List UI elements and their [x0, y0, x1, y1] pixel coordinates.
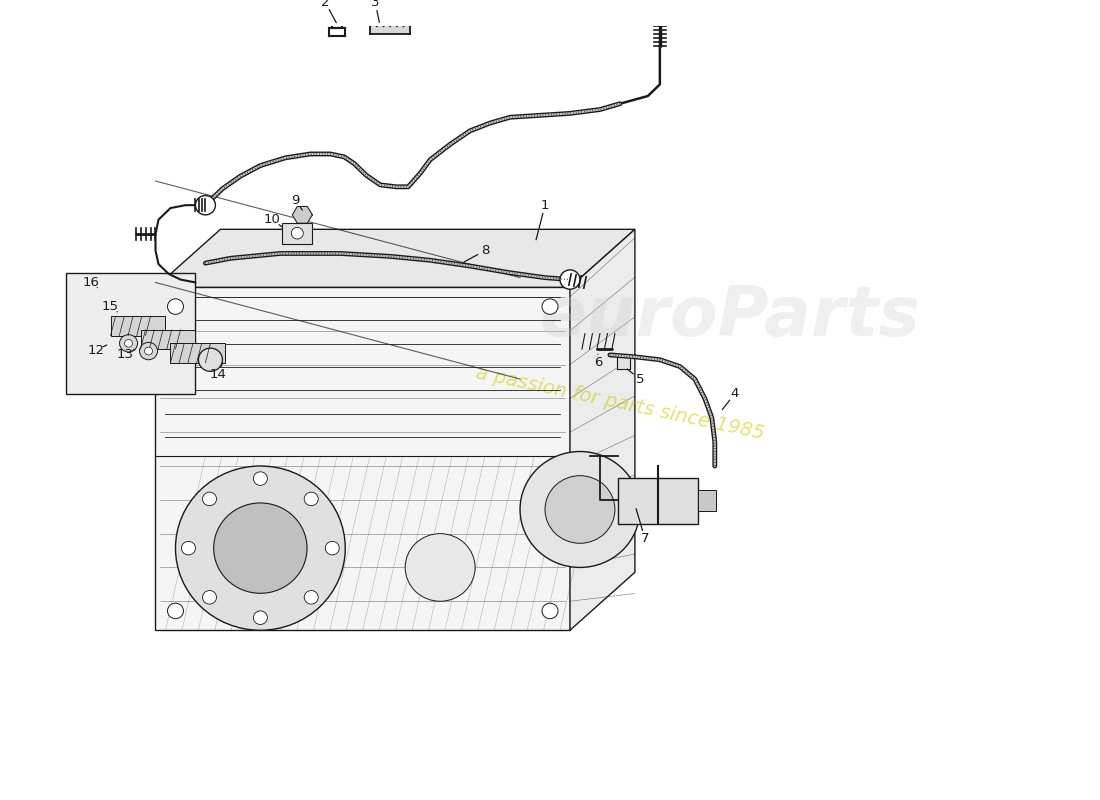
Text: 6: 6 — [594, 356, 602, 369]
Circle shape — [213, 503, 307, 594]
Circle shape — [120, 334, 138, 352]
Circle shape — [560, 270, 580, 290]
Bar — [111, 316, 165, 335]
Polygon shape — [371, 17, 410, 34]
Circle shape — [182, 542, 196, 555]
Bar — [618, 478, 697, 524]
Circle shape — [326, 542, 339, 555]
Text: euroParts: euroParts — [539, 282, 921, 350]
Text: 7: 7 — [640, 532, 649, 545]
Circle shape — [405, 534, 475, 602]
Text: 5: 5 — [636, 373, 645, 386]
Text: 10: 10 — [264, 213, 280, 226]
Text: 2: 2 — [321, 0, 330, 9]
Circle shape — [140, 342, 157, 360]
Text: 4: 4 — [730, 387, 739, 400]
Circle shape — [124, 339, 132, 347]
Circle shape — [544, 476, 615, 543]
Text: 1: 1 — [541, 198, 549, 212]
Circle shape — [196, 195, 216, 215]
Circle shape — [198, 348, 222, 371]
Polygon shape — [66, 273, 196, 394]
Text: 14: 14 — [210, 368, 227, 381]
Circle shape — [305, 492, 318, 506]
Circle shape — [253, 472, 267, 486]
Bar — [141, 330, 196, 349]
Bar — [170, 343, 226, 362]
Bar — [697, 490, 716, 511]
Circle shape — [167, 603, 184, 618]
Circle shape — [202, 590, 217, 604]
Text: a passion for parts since 1985: a passion for parts since 1985 — [474, 363, 766, 443]
Circle shape — [520, 451, 640, 567]
Text: 13: 13 — [117, 349, 134, 362]
Text: 12: 12 — [87, 343, 104, 357]
Circle shape — [167, 299, 184, 314]
Text: 3: 3 — [371, 0, 380, 9]
Polygon shape — [570, 230, 635, 630]
Polygon shape — [293, 206, 312, 223]
Polygon shape — [617, 355, 630, 370]
Circle shape — [176, 466, 345, 630]
Circle shape — [202, 492, 217, 506]
Circle shape — [144, 347, 153, 355]
Polygon shape — [155, 230, 635, 287]
Circle shape — [305, 590, 318, 604]
Text: 8: 8 — [481, 244, 490, 257]
Text: 16: 16 — [82, 276, 99, 289]
Circle shape — [292, 227, 304, 239]
Polygon shape — [155, 287, 570, 630]
Text: 9: 9 — [292, 194, 299, 207]
Text: 15: 15 — [102, 300, 119, 313]
Circle shape — [542, 603, 558, 618]
Bar — [283, 222, 312, 244]
Circle shape — [542, 299, 558, 314]
Circle shape — [253, 611, 267, 625]
